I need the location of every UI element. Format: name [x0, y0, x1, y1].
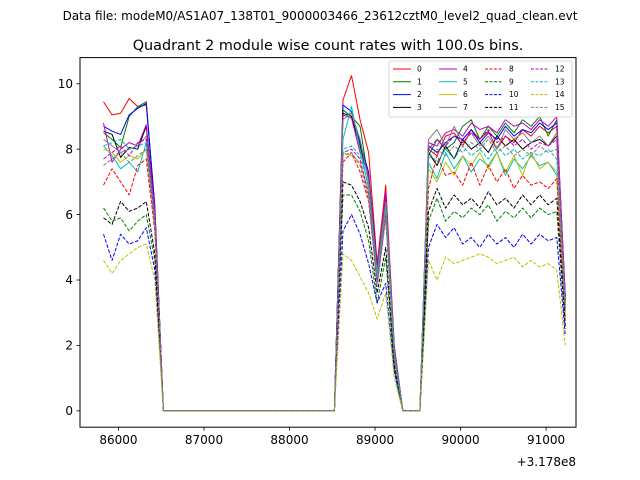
legend-label-14: 14 — [555, 90, 565, 99]
plot-area — [103, 75, 566, 412]
legend-label-15: 15 — [555, 103, 565, 112]
series-line-12 — [103, 129, 566, 412]
legend-label-7: 7 — [463, 103, 468, 112]
x-tick-label: 90000 — [441, 433, 479, 447]
legend-label-1: 1 — [417, 77, 422, 86]
y-tick-label: 6 — [65, 208, 73, 222]
legend-label-2: 2 — [417, 90, 422, 99]
legend-box — [388, 60, 573, 118]
x-tick-label: 88000 — [270, 433, 308, 447]
legend-label-13: 13 — [555, 77, 565, 86]
legend-label-8: 8 — [509, 65, 514, 74]
x-tick-label: 91000 — [527, 433, 565, 447]
y-tick-label: 2 — [65, 339, 73, 353]
figure-suptitle: Data file: modeM0/AS1A07_138T01_90000034… — [63, 9, 578, 23]
legend-label-10: 10 — [509, 90, 519, 99]
legend-label-6: 6 — [463, 90, 468, 99]
chart-title: Quadrant 2 module wise count rates with … — [133, 38, 524, 54]
x-tick-label: 87000 — [185, 433, 223, 447]
series-line-11 — [103, 181, 566, 412]
y-axis: 0 2 4 6 8 10 — [58, 77, 80, 418]
y-tick-label: 4 — [65, 273, 73, 287]
legend-label-12: 12 — [555, 65, 565, 74]
y-tick-label: 8 — [65, 142, 73, 156]
x-tick-label: 86000 — [99, 433, 137, 447]
x-axis: 86000 87000 88000 89000 90000 91000 — [99, 427, 565, 447]
y-tick-label: 10 — [58, 77, 73, 91]
legend-label-0: 0 — [417, 65, 422, 74]
y-tick-label: 0 — [65, 404, 73, 418]
legend-label-3: 3 — [417, 103, 422, 112]
legend-label-4: 4 — [463, 65, 468, 74]
series-line-15 — [103, 138, 566, 412]
legend-label-5: 5 — [463, 77, 468, 86]
x-offset-label: +3.178e8 — [517, 455, 576, 469]
legend-label-11: 11 — [509, 103, 519, 112]
x-tick-label: 89000 — [356, 433, 394, 447]
legend-label-9: 9 — [509, 77, 514, 86]
axes-frame — [79, 57, 577, 428]
